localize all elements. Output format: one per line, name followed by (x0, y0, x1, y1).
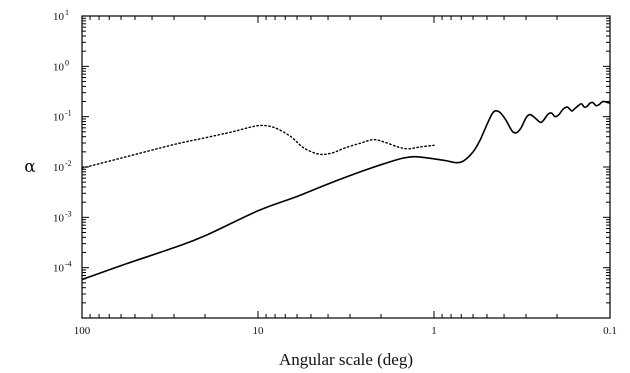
y-tick-base: 10 (53, 212, 65, 224)
y-tick-label: 10 (53, 11, 65, 23)
y-tick-exponent: -1 (65, 109, 72, 118)
y-tick-label: 10 (53, 212, 65, 224)
plot-frame (81, 15, 611, 319)
y-tick-label: 10 (53, 263, 65, 275)
x-tick-label: 10 (253, 325, 265, 337)
y-tick-exponent: -3 (65, 209, 72, 218)
series-solid-line (81, 100, 611, 281)
y-axis-label: α (24, 157, 36, 177)
y-tick-base: 10 (53, 11, 65, 23)
y-tick-label: 10 (53, 61, 65, 73)
x-tick-labels: 100 10 1 0.1 (74, 325, 617, 337)
y-tick-exponent: 1 (65, 8, 69, 17)
series-layer (81, 100, 611, 281)
y-tick-exponent: -2 (65, 159, 72, 168)
x-tick-label: 1 (431, 325, 437, 337)
y-tick-label: 10 (53, 162, 65, 174)
y-tick-base: 10 (53, 263, 65, 275)
y-tick-exponent: -4 (65, 260, 72, 269)
y-tick-label: 10 (53, 112, 65, 124)
x-tick-label: 100 (74, 325, 91, 337)
y-tick-exponent: 0 (65, 58, 69, 67)
series-dotted-line (81, 124, 435, 169)
x-tick-label: 0.1 (603, 325, 617, 337)
tick-marks (82, 16, 611, 319)
y-tick-base: 10 (53, 61, 65, 73)
y-tick-base: 10 (53, 112, 65, 124)
y-tick-base: 10 (53, 162, 65, 174)
x-axis-label: Angular scale (deg) (279, 350, 413, 369)
